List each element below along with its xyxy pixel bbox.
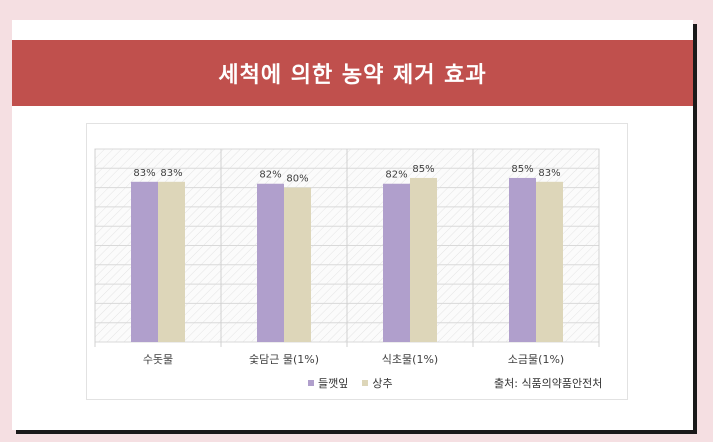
data-label: 82% <box>259 170 281 181</box>
bar-2-3 <box>410 177 437 342</box>
data-label: 83% <box>133 168 155 179</box>
legend-item-series1: 들깻잎 <box>308 375 348 391</box>
legend: 들깻잎 상추 <box>308 375 393 391</box>
data-label: 82% <box>385 170 407 181</box>
bar-1-2 <box>257 183 284 342</box>
legend-swatch-series2 <box>362 380 369 386</box>
data-label: 83% <box>538 168 560 179</box>
chart-frame: 83% 83% 수돗물 82% 80% 숯담근 물(1%) 82% 85% 식초물(1%) 85%… <box>86 123 628 400</box>
category-label: 식초물(1%) <box>382 353 438 366</box>
legend-label-series1: 들깻잎 <box>318 377 349 390</box>
legend-item-series2: 상추 <box>362 375 393 391</box>
bar-1-4 <box>509 177 536 342</box>
page-title: 세척에 의한 농약 제거 효과 <box>218 63 487 88</box>
bar-1-1 <box>131 181 158 342</box>
category-label: 소금물(1%) <box>508 353 564 366</box>
data-label: 83% <box>160 168 182 179</box>
slide: 세척에 의한 농약 제거 효과 83% 83% 수돗물 82% 80% 숯담근 물(1%)… <box>12 20 693 430</box>
title-banner: 세척에 의한 농약 제거 효과 <box>12 40 693 106</box>
bar-2-4 <box>536 181 563 342</box>
bar-2-1 <box>158 181 185 342</box>
data-label: 85% <box>412 164 434 175</box>
data-label: 80% <box>286 174 308 185</box>
category-label: 숯담근 물(1%) <box>249 353 319 366</box>
data-label: 85% <box>511 164 533 175</box>
category-label: 수돗물 <box>143 353 173 366</box>
legend-label-series2: 상추 <box>372 377 393 390</box>
bar-2-2 <box>284 187 311 342</box>
bar-1-3 <box>383 183 410 342</box>
bar-chart: 83% 83% 수돗물 82% 80% 숯담근 물(1%) 82% 85% 식초물(1%) 85%… <box>94 148 600 366</box>
legend-swatch-series1 <box>308 380 314 386</box>
source-note: 출처: 식품의약품안전처 <box>494 377 603 390</box>
